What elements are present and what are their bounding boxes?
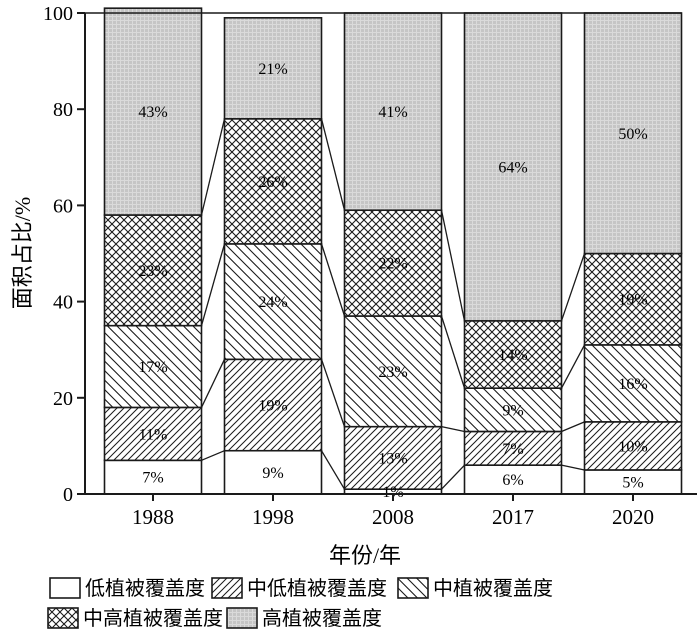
segment-value-label-1998-3: 26% <box>258 174 287 191</box>
x-tick-label-1998: 1998 <box>252 505 294 529</box>
segment-value-label-2008-1: 13% <box>378 450 407 467</box>
segment-value-label-2017-3: 14% <box>498 347 527 364</box>
connector-line <box>561 464 585 471</box>
bar-segment-1998-diagonal-back <box>223 243 323 361</box>
segment-value-label-2020-1: 10% <box>618 438 647 455</box>
legend-label-1: 中低植被覆盖度 <box>247 577 387 600</box>
segment-value-label-1998-4: 21% <box>258 61 287 78</box>
bar-segment-2008-diagonal-forward <box>343 425 443 490</box>
y-tick-label-80: 80 <box>53 99 73 121</box>
x-tick-label-2008: 2008 <box>372 505 414 529</box>
bar-segment-1988-plain <box>103 459 203 495</box>
connector-line <box>200 359 226 408</box>
segment-value-label-1998-1: 19% <box>258 398 287 415</box>
connector-line <box>201 450 225 461</box>
segment-value-label-1988-2: 17% <box>138 359 167 376</box>
bar-segment-1998-plain <box>223 449 323 495</box>
bar-segment-2017-crosshatch <box>463 320 563 389</box>
bar-segment-2020-crosshatch <box>583 252 683 346</box>
segment-value-label-2008-4: 41% <box>378 104 407 121</box>
legend-swatch-gray-dotted <box>226 607 258 629</box>
legend-label-2: 中植被覆盖度 <box>433 577 553 600</box>
bar-segment-2017-diagonal-back <box>463 387 563 433</box>
connector-line <box>560 344 586 389</box>
legend-swatch-diagonal-forward <box>211 577 243 599</box>
bar-segment-2008-crosshatch <box>343 209 443 317</box>
legend-swatch-diagonal-back <box>397 577 429 599</box>
bar-segment-2017-diagonal-forward <box>463 430 563 466</box>
y-axis-title: 面积占比/% <box>10 197 35 309</box>
segment-value-label-2020-4: 50% <box>618 126 647 143</box>
bar-segment-1998-crosshatch <box>223 118 323 245</box>
bar-segment-2020-diagonal-back <box>583 344 683 423</box>
segment-value-label-1988-3: 23% <box>138 263 167 280</box>
connector-line <box>320 450 346 490</box>
bar-segment-1998-gray-dotted <box>223 17 323 120</box>
connector-line <box>320 118 346 211</box>
segment-value-label-2008-0: 1% <box>382 484 403 501</box>
segment-value-label-1988-1: 11% <box>139 426 168 443</box>
segment-value-label-2017-1: 7% <box>502 441 523 458</box>
legend-label-4: 高植被覆盖度 <box>262 607 382 630</box>
segment-value-label-1988-0: 7% <box>142 470 163 487</box>
segment-value-label-1998-0: 9% <box>262 465 283 482</box>
segment-value-label-2008-3: 22% <box>378 256 407 273</box>
bar-segment-2008-diagonal-back <box>343 315 443 428</box>
y-tick-label-60: 60 <box>53 195 73 217</box>
segment-value-label-1998-2: 24% <box>258 294 287 311</box>
x-tick-label-1988: 1988 <box>132 505 174 529</box>
y-tick-label-40: 40 <box>53 292 73 314</box>
x-axis-title: 年份/年 <box>329 543 401 568</box>
y-tick-label-0: 0 <box>63 484 73 506</box>
connector-line <box>200 243 226 326</box>
legend <box>47 577 429 629</box>
segment-value-label-2017-0: 6% <box>502 472 523 489</box>
bar-segment-2017-plain <box>463 464 563 495</box>
axes <box>77 12 697 501</box>
bar-segment-1988-crosshatch <box>103 214 203 327</box>
connector-line <box>561 421 585 433</box>
segment-value-label-2020-0: 5% <box>622 474 643 491</box>
y-tick-label-100: 100 <box>43 3 73 25</box>
segment-value-label-2008-2: 23% <box>378 364 407 381</box>
bars-group <box>103 7 683 495</box>
segment-value-label-2020-3: 19% <box>618 292 647 309</box>
bar-segment-2020-gray-dotted <box>583 12 683 255</box>
x-tick-label-2017: 2017 <box>492 505 534 529</box>
legend-swatch-crosshatch <box>47 607 79 629</box>
x-tick-label-2020: 2020 <box>612 505 654 529</box>
legend-label-3: 中高植被覆盖度 <box>83 607 223 630</box>
connector-line <box>440 210 466 321</box>
segment-value-label-2017-4: 64% <box>498 159 527 176</box>
connector-line <box>320 359 346 427</box>
connector-line <box>200 118 226 216</box>
y-tick-label-20: 20 <box>53 388 73 410</box>
connector-line <box>441 464 465 490</box>
connector-lines <box>200 118 586 490</box>
segment-value-label-2020-2: 16% <box>618 376 647 393</box>
segment-value-label-2017-2: 9% <box>502 402 523 419</box>
bar-segment-1988-diagonal-forward <box>103 406 203 462</box>
segment-value-label-1988-4: 43% <box>138 104 167 121</box>
connector-line <box>320 243 346 317</box>
bar-segment-1988-gray-dotted <box>103 7 203 216</box>
connector-line <box>440 315 466 389</box>
bar-segment-1998-diagonal-forward <box>223 358 323 452</box>
legend-swatch-plain <box>49 577 81 599</box>
connector-line <box>560 253 586 322</box>
legend-label-0: 低植被覆盖度 <box>85 577 205 600</box>
bar-segment-2008-gray-dotted <box>343 12 443 212</box>
connector-line <box>441 426 465 433</box>
